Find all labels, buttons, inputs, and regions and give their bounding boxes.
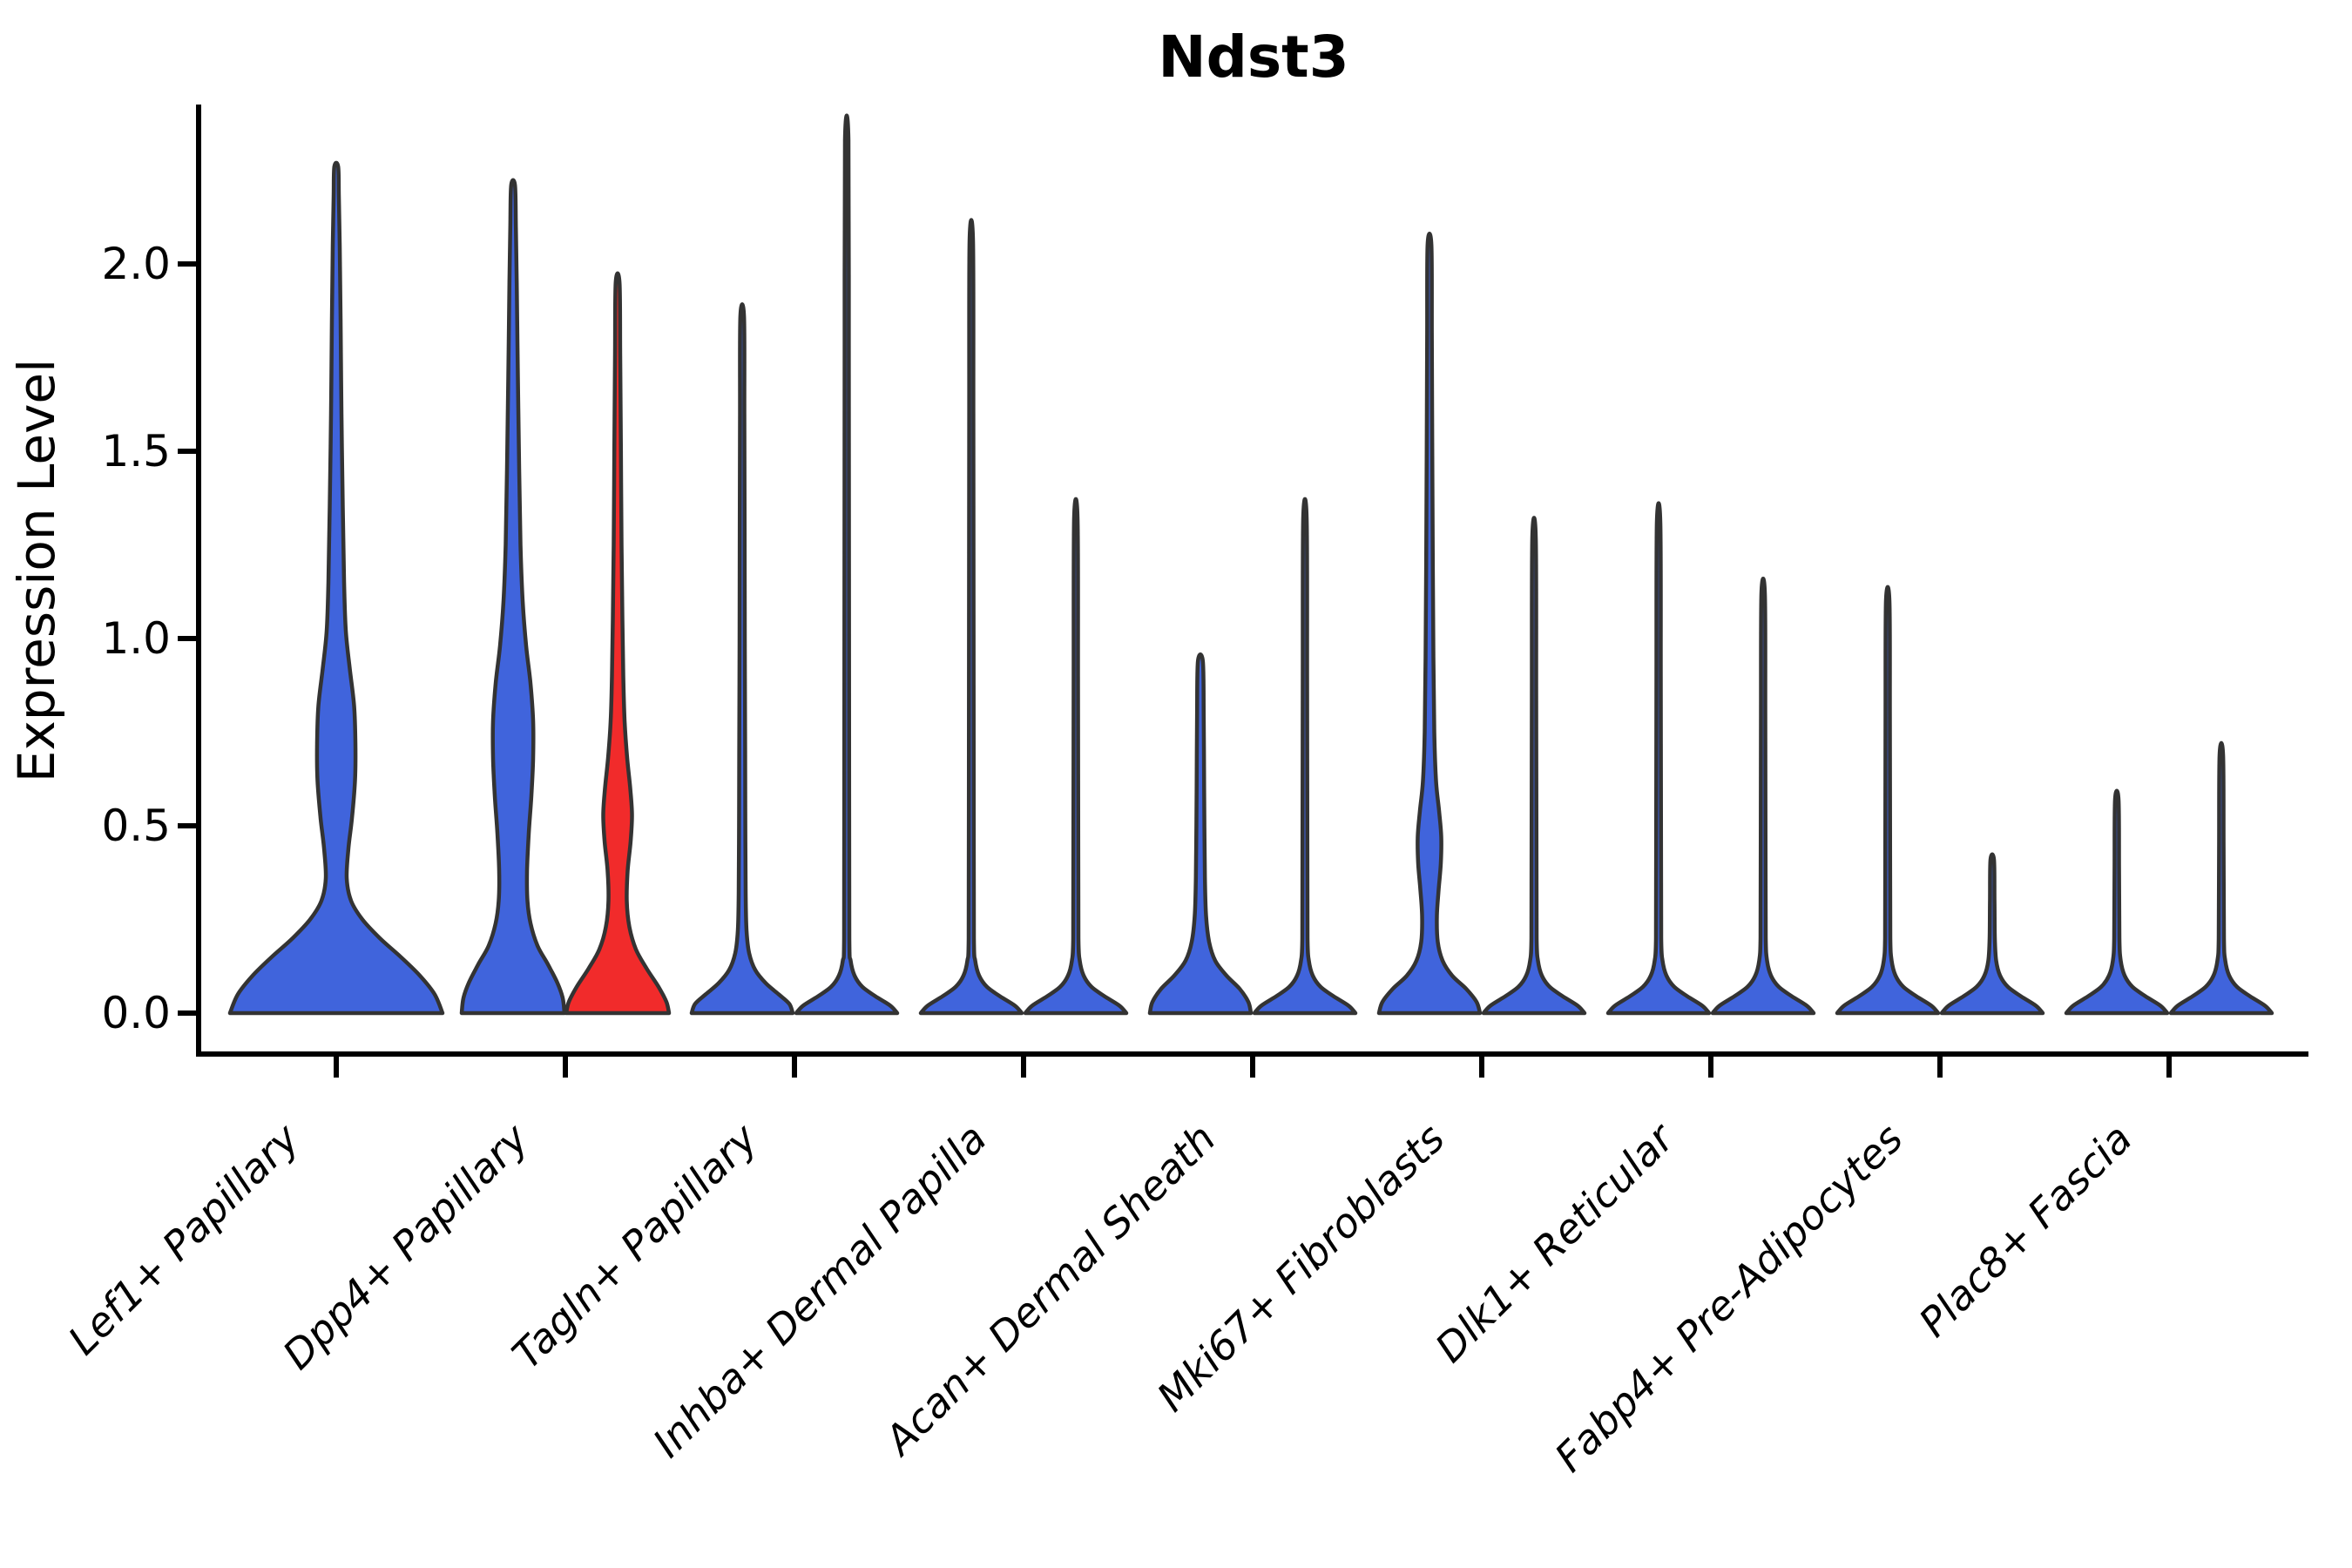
violin-dpp4-papillary-right: [564, 271, 672, 1016]
violin-fabp4-pre-adipocytes-right: [1939, 852, 2045, 1016]
violin-inhba-dermal-papilla-right: [1023, 497, 1129, 1016]
x-tick-label-plac8-fascia: Plac8+ Fascia: [1909, 1115, 2140, 1346]
violin-acan-dermal-sheath-left: [1147, 652, 1254, 1016]
violin-dlk1-reticular-left: [1605, 501, 1712, 1016]
violin-fabp4-pre-adipocytes-left: [1835, 585, 1941, 1016]
plot-title: Ndst3: [1158, 24, 1348, 91]
violin-plac8-fascia-left: [2064, 788, 2170, 1016]
violin-dpp4-papillary-left: [459, 178, 567, 1016]
y-tick-label-0.0: 0.0: [101, 988, 171, 1038]
y-tick-label-2.0: 2.0: [101, 239, 171, 289]
x-tick-label-dpp4-papillary: Dpp4+ Papillary: [274, 1114, 537, 1378]
violin-inhba-dermal-papilla-left: [918, 218, 1024, 1016]
violin-acan-dermal-sheath-right: [1252, 497, 1358, 1016]
x-tick-label-dlk1-reticular: Dlk1+ Reticular: [1426, 1112, 1685, 1371]
y-tick-labels: 0.0 0.5 1.0 1.5 2.0: [101, 239, 171, 1038]
y-axis-label: Expression Level: [7, 359, 66, 782]
y-tick-label-0.5: 0.5: [101, 801, 171, 851]
violin-tagln-papillary-left: [689, 302, 795, 1016]
violin-tagln-papillary-right: [794, 113, 900, 1016]
violin-dlk1-reticular-right: [1710, 576, 1816, 1016]
axes-group: [178, 105, 2308, 1078]
y-tick-label-1.0: 1.0: [101, 613, 171, 664]
x-tick-label-lef1-papillary: Lef1+ Papillary: [59, 1114, 308, 1363]
y-tick-label-1.5: 1.5: [101, 426, 171, 476]
x-tick-label-tagln-papillary: Tagln+ Papillary: [503, 1114, 767, 1378]
violin-mki67-fibroblasts-right: [1481, 516, 1587, 1016]
violin-plac8-fascia-right: [2168, 740, 2274, 1016]
violin-lef1-papillary-single: [227, 160, 445, 1016]
violin-mki67-fibroblasts-left: [1376, 231, 1483, 1016]
violins-group: [227, 113, 2274, 1016]
